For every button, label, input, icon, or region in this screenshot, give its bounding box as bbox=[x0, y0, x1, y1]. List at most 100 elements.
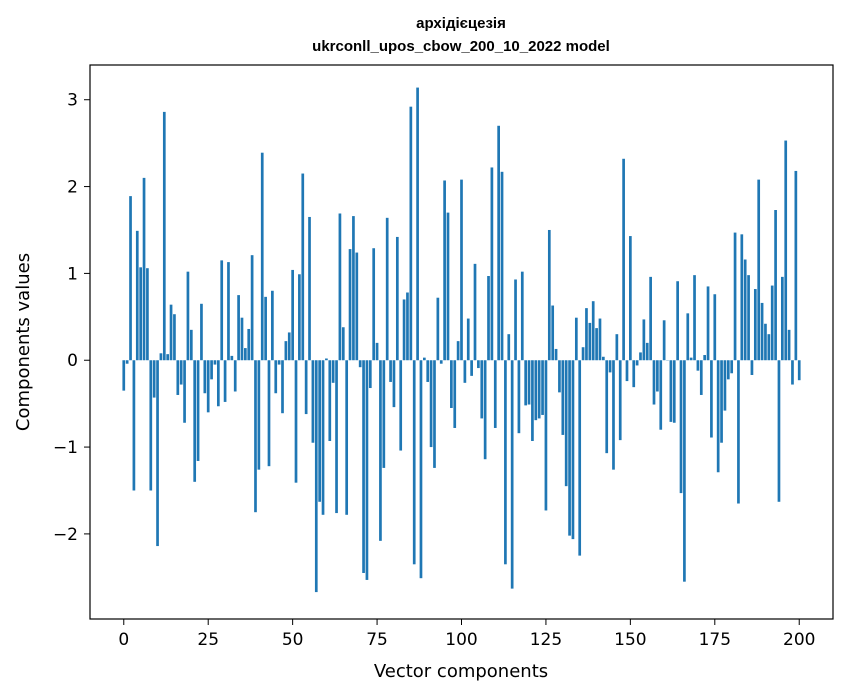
bar-101 bbox=[463, 360, 467, 383]
bar-71 bbox=[362, 360, 365, 573]
bar-19 bbox=[186, 271, 190, 361]
bar-187 bbox=[753, 289, 757, 361]
bar-60 bbox=[325, 358, 328, 361]
bar-194 bbox=[777, 360, 781, 502]
bar-138 bbox=[588, 322, 592, 361]
bar-46 bbox=[277, 360, 281, 365]
bar-192 bbox=[770, 285, 774, 361]
bar-113 bbox=[504, 360, 507, 565]
bar-34 bbox=[237, 295, 240, 361]
bar-48 bbox=[284, 341, 288, 361]
bar-110 bbox=[493, 360, 497, 428]
x-tick-label: 25 bbox=[197, 630, 219, 650]
bar-152 bbox=[635, 360, 639, 366]
bar-154 bbox=[642, 319, 646, 361]
bar-109 bbox=[490, 167, 494, 361]
bar-184 bbox=[743, 259, 747, 361]
bar-180 bbox=[730, 360, 734, 374]
bar-18 bbox=[183, 360, 186, 423]
bar-3 bbox=[132, 360, 136, 491]
bar-195 bbox=[780, 276, 784, 361]
bar-73 bbox=[368, 360, 372, 389]
y-tick-label: −2 bbox=[53, 525, 78, 545]
bar-29 bbox=[220, 260, 224, 361]
bar-32 bbox=[230, 355, 234, 361]
bar-169 bbox=[693, 275, 696, 361]
bar-68 bbox=[352, 216, 355, 361]
bar-135 bbox=[578, 360, 582, 556]
bar-119 bbox=[524, 360, 528, 406]
bar-57 bbox=[314, 360, 318, 593]
bar-175 bbox=[713, 294, 717, 361]
bar-31 bbox=[227, 262, 230, 361]
bar-106 bbox=[480, 360, 484, 419]
bar-42 bbox=[264, 296, 267, 361]
bar-92 bbox=[433, 360, 436, 468]
bar-141 bbox=[598, 318, 602, 361]
bar-174 bbox=[710, 360, 713, 438]
bar-137 bbox=[585, 308, 588, 361]
bar-59 bbox=[321, 360, 325, 515]
bar-131 bbox=[564, 360, 568, 487]
bar-80 bbox=[392, 360, 396, 408]
bar-87 bbox=[416, 87, 419, 361]
bar-149 bbox=[625, 360, 629, 382]
bar-14 bbox=[169, 304, 173, 361]
bar-171 bbox=[699, 360, 703, 395]
bar-126 bbox=[547, 229, 551, 361]
bar-1 bbox=[125, 360, 129, 364]
bar-177 bbox=[720, 360, 723, 443]
bar-36 bbox=[244, 348, 247, 361]
bar-179 bbox=[726, 360, 730, 380]
bar-114 bbox=[507, 334, 511, 361]
bar-129 bbox=[558, 360, 561, 393]
bar-77 bbox=[382, 360, 386, 468]
bar-25 bbox=[206, 360, 210, 413]
bar-139 bbox=[591, 301, 595, 361]
bar-160 bbox=[662, 320, 666, 361]
bar-75 bbox=[375, 342, 379, 361]
bar-63 bbox=[335, 360, 338, 514]
bar-53 bbox=[301, 173, 305, 361]
bar-10 bbox=[156, 360, 159, 547]
bar-108 bbox=[487, 276, 490, 361]
bar-33 bbox=[233, 360, 237, 392]
bar-124 bbox=[541, 360, 544, 415]
bar-47 bbox=[281, 360, 284, 414]
chart-title-line1: архідієцезія bbox=[416, 15, 506, 32]
bar-17 bbox=[179, 360, 183, 385]
bar-182 bbox=[737, 360, 740, 504]
bar-122 bbox=[534, 360, 538, 421]
bar-142 bbox=[601, 356, 605, 361]
bar-23 bbox=[200, 303, 203, 361]
bar-147 bbox=[618, 360, 622, 441]
bar-83 bbox=[402, 299, 406, 361]
bar-5 bbox=[139, 267, 143, 361]
bar-178 bbox=[723, 360, 727, 411]
bar-37 bbox=[247, 328, 251, 361]
bar-84 bbox=[406, 292, 409, 361]
bar-186 bbox=[750, 360, 754, 375]
bar-172 bbox=[703, 355, 707, 361]
bar-16 bbox=[176, 360, 180, 395]
bar-146 bbox=[615, 334, 619, 361]
bar-61 bbox=[328, 360, 332, 441]
bar-176 bbox=[716, 360, 720, 473]
bar-0 bbox=[122, 360, 126, 391]
bar-50 bbox=[291, 269, 294, 361]
bar-150 bbox=[629, 236, 632, 361]
bar-65 bbox=[341, 327, 345, 361]
bar-173 bbox=[706, 286, 710, 361]
bar-67 bbox=[348, 249, 352, 361]
bar-105 bbox=[477, 360, 480, 369]
bar-79 bbox=[389, 360, 392, 382]
bar-134 bbox=[574, 317, 578, 361]
bar-93 bbox=[436, 297, 440, 361]
bar-159 bbox=[659, 360, 663, 430]
bar-145 bbox=[612, 360, 615, 470]
bar-181 bbox=[733, 232, 737, 361]
bar-40 bbox=[257, 360, 261, 470]
bar-121 bbox=[531, 360, 534, 441]
bar-62 bbox=[331, 360, 335, 383]
bar-30 bbox=[223, 360, 227, 402]
